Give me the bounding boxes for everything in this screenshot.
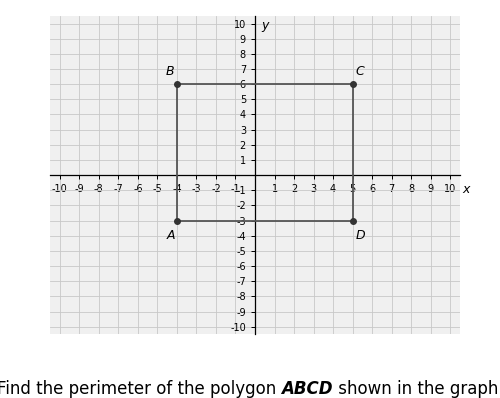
Text: x: x: [462, 183, 469, 196]
Text: ABCD: ABCD: [281, 380, 332, 398]
Text: y: y: [261, 19, 268, 32]
Text: A: A: [166, 229, 175, 242]
Text: C: C: [356, 65, 364, 78]
Text: D: D: [356, 229, 365, 242]
Text: Find the perimeter of the polygon: Find the perimeter of the polygon: [0, 380, 281, 398]
Text: shown in the graph.: shown in the graph.: [332, 380, 500, 398]
Text: B: B: [166, 65, 174, 78]
